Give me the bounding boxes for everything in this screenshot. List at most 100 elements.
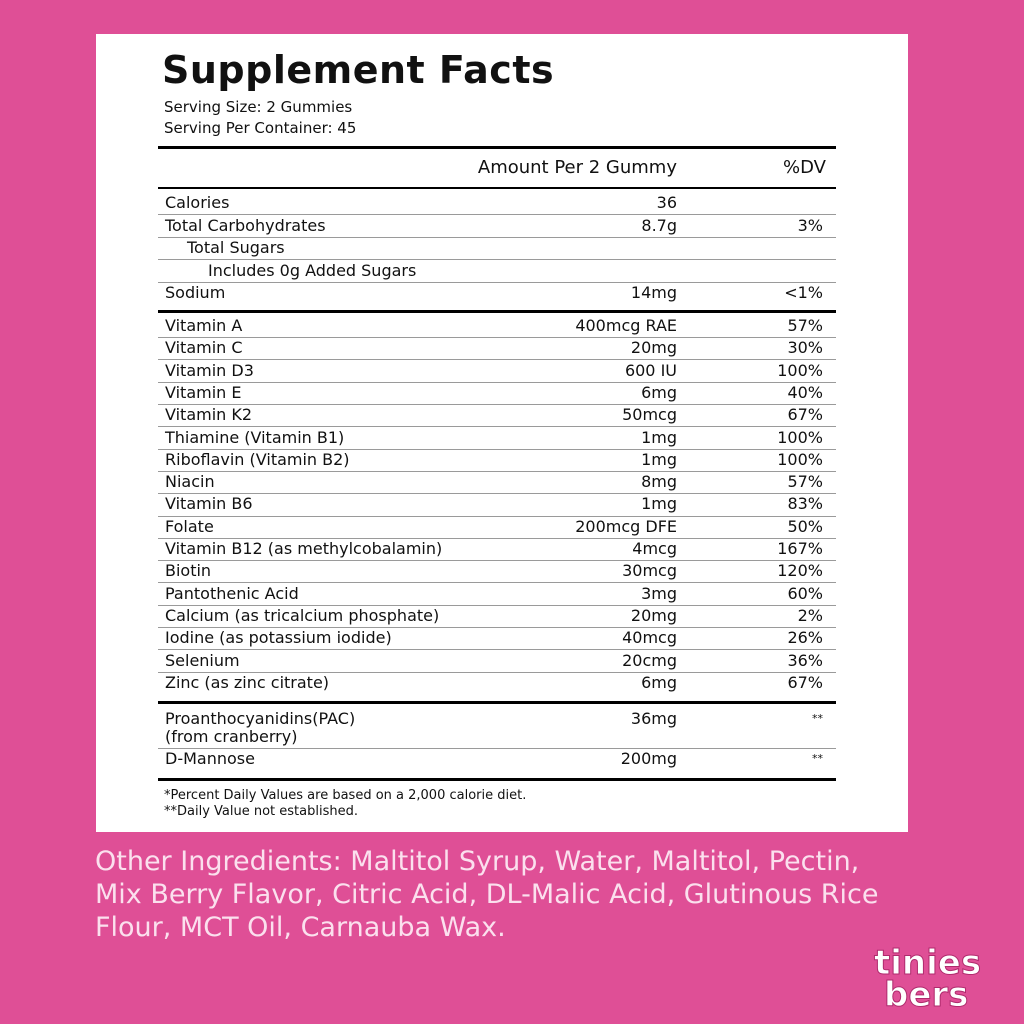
row-divider [158, 748, 836, 749]
title: Supplement Facts [162, 48, 555, 92]
row-amount: 36mg [630, 709, 677, 728]
rule [158, 701, 836, 704]
ingredients-line: Flour, MCT Oil, Carnauba Wax. [95, 912, 506, 943]
row-name: Vitamin E [165, 382, 242, 402]
row-divider [158, 282, 836, 283]
row-divider [158, 359, 836, 360]
row-name: Selenium [165, 650, 240, 670]
row-divider [158, 471, 836, 472]
row-divider [158, 337, 836, 338]
row-amount: 36 [656, 193, 677, 212]
row-amount: 14mg [630, 283, 677, 302]
row-name: Riboflavin (Vitamin B2) [165, 449, 350, 469]
row-dv: 167% [777, 539, 823, 558]
logo: tinies [873, 943, 982, 983]
row-dv: 30% [787, 338, 823, 358]
row-dv: 57% [787, 316, 823, 335]
ingredients-line: Mix Berry Flavor, Citric Acid, DL-Malic … [95, 879, 879, 910]
row-amount: 1mg [641, 494, 677, 514]
row-divider [158, 214, 836, 215]
row-amount: 200mcg DFE [575, 516, 677, 536]
row-amount: 1mg [641, 427, 677, 447]
logo: bers [883, 975, 969, 1015]
row-dv: ** [812, 712, 823, 725]
row-divider [158, 672, 836, 673]
row-name: Total Carbohydrates [165, 215, 326, 235]
row-amount: 6mg [641, 672, 677, 692]
row-divider [158, 449, 836, 450]
row-divider [158, 582, 836, 583]
row-dv: 57% [787, 472, 823, 492]
row-divider [158, 404, 836, 405]
amount-header-text: Amount Per 2 Gummy [477, 157, 677, 178]
row-dv: <1% [784, 283, 823, 302]
ingredients-line: Other Ingredients: Maltitol Syrup, Water… [95, 846, 860, 877]
row-dv: 60% [787, 583, 823, 603]
row-divider [158, 560, 836, 561]
row-dv: 26% [787, 628, 823, 648]
row-divider [158, 259, 836, 260]
row-name: D-Mannose [165, 749, 255, 768]
row-divider [158, 538, 836, 539]
row-name: Vitamin K2 [165, 405, 253, 425]
row-amount: 200mg [620, 749, 677, 768]
row-name: Total Sugars [187, 238, 285, 257]
row-amount: 4mcg [632, 539, 677, 558]
row-amount: 8.7g [641, 215, 677, 235]
row-amount: 3mg [641, 583, 677, 603]
row-amount: 20cmg [622, 650, 677, 670]
row-name: Calcium (as tricalcium phosphate) [165, 605, 440, 625]
row-amount: 8mg [641, 472, 677, 492]
row-amount: 20mg [630, 605, 677, 625]
row-divider [158, 493, 836, 494]
footnote: **Daily Value not established. [164, 804, 358, 819]
row-dv: 120% [777, 561, 823, 581]
row-divider [158, 649, 836, 650]
row-name: Includes 0g Added Sugars [208, 260, 417, 280]
rule [158, 310, 836, 313]
row-amount: 50mcg [622, 405, 677, 425]
row-dv: 2% [797, 605, 823, 625]
row-name: Vitamin C [165, 338, 243, 358]
row-dv: 50% [787, 516, 823, 536]
row-amount: 600 IU [624, 360, 677, 380]
row-dv: 36% [787, 650, 823, 670]
footnote: *Percent Daily Values are based on a 2,0… [164, 788, 527, 803]
row-dv: 100% [777, 360, 823, 380]
row-name: Zinc (as zinc citrate) [165, 672, 330, 692]
dv-header: %DV [783, 157, 826, 178]
row-divider [158, 516, 836, 517]
row-dv: 83% [787, 494, 823, 514]
label-panel [96, 34, 908, 832]
servings: Serving Per Container: 45 [164, 119, 357, 137]
row-note: (from cranberry) [165, 727, 298, 746]
row-dv: 100% [777, 449, 823, 469]
row-dv: 3% [797, 215, 823, 235]
row-dv: 40% [787, 382, 823, 402]
row-dv: ** [812, 752, 823, 765]
rule [158, 778, 836, 781]
row-name: Pantothenic Acid [165, 583, 299, 603]
row-dv: 100% [777, 427, 823, 447]
row-name: Sodium [165, 283, 226, 302]
row-name: Folate [165, 516, 214, 536]
row-name: Niacin [165, 472, 215, 492]
row-name: Vitamin B6 [165, 494, 253, 514]
row-name: Vitamin B12 (as methylcobalamin) [165, 539, 443, 558]
row-amount: 400mcg RAE [575, 316, 677, 335]
amount-header: Amount Per 2 Gummy [430, 158, 677, 178]
rule [158, 146, 836, 149]
row-amount: 6mg [641, 382, 677, 402]
rule [158, 187, 836, 189]
row-amount: 1mg [641, 449, 677, 469]
row-name: Biotin [165, 561, 212, 581]
row-divider [158, 627, 836, 628]
row-name: Thiamine (Vitamin B1) [165, 427, 345, 447]
row-divider [158, 605, 836, 606]
row-name: Proanthocyanidins(PAC) [165, 709, 356, 728]
row-amount: 40mcg [622, 628, 677, 648]
row-amount: 20mg [630, 338, 677, 358]
row-dv: 67% [787, 672, 823, 692]
row-divider [158, 382, 836, 383]
